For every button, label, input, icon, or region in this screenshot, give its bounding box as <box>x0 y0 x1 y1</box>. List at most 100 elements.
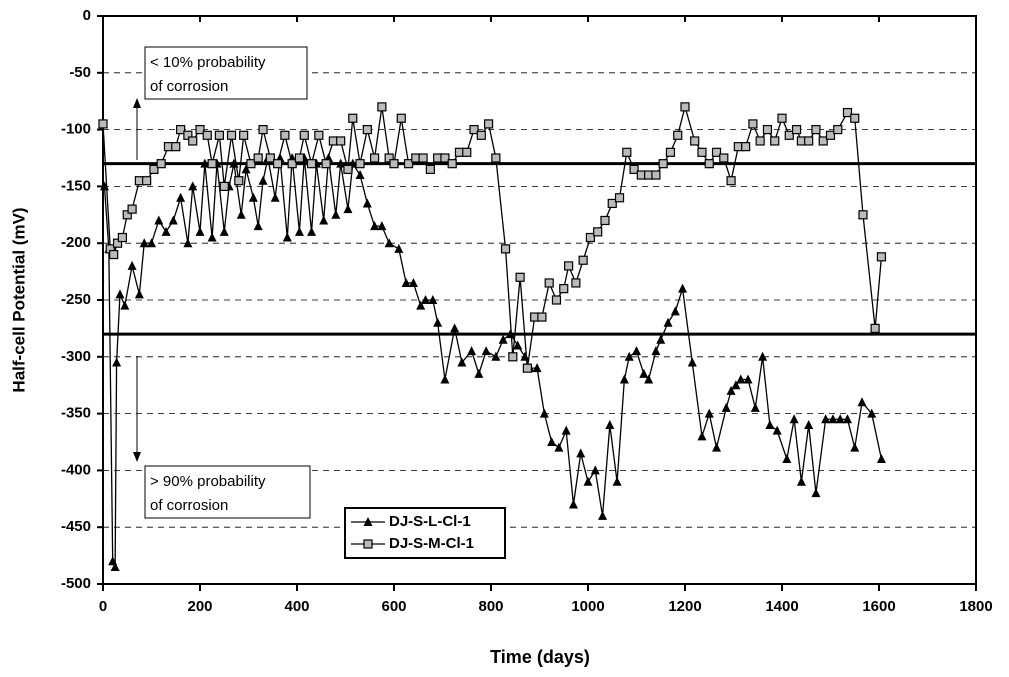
marker <box>226 130 237 140</box>
marker <box>576 448 586 458</box>
marker <box>568 499 578 509</box>
marker <box>109 249 119 260</box>
marker <box>396 113 406 123</box>
marker <box>770 136 780 146</box>
marker <box>384 153 394 163</box>
marker <box>384 238 394 248</box>
legend-box <box>344 507 506 559</box>
marker <box>440 153 450 163</box>
x-tick-label: 800 <box>478 598 503 615</box>
marker <box>362 198 372 208</box>
annotation: of corrosion <box>150 497 228 514</box>
marker <box>156 159 166 169</box>
marker <box>408 277 418 287</box>
marker <box>750 402 760 412</box>
marker <box>154 215 164 225</box>
marker <box>418 153 428 163</box>
marker <box>120 300 130 310</box>
marker <box>508 352 518 362</box>
marker <box>363 539 373 549</box>
y-tick-label: -300 <box>61 348 91 365</box>
x-tick-label: 400 <box>284 598 309 615</box>
x-tick-label: 0 <box>99 598 107 615</box>
marker <box>481 346 491 356</box>
marker <box>772 425 782 435</box>
marker <box>299 130 309 140</box>
marker <box>593 227 603 237</box>
marker <box>721 402 731 412</box>
y-tick-label: -350 <box>61 405 91 422</box>
marker <box>687 357 697 367</box>
marker <box>680 102 690 112</box>
marker <box>711 147 722 157</box>
marker <box>491 351 501 361</box>
marker <box>624 351 634 361</box>
marker <box>690 136 700 146</box>
marker <box>234 176 244 186</box>
annotation: > 90% probability <box>150 473 266 490</box>
marker <box>306 159 317 169</box>
marker <box>612 476 622 486</box>
marker <box>176 192 186 202</box>
marker <box>142 176 152 186</box>
marker <box>134 289 144 299</box>
annotation: < 10% probability <box>150 54 266 71</box>
marker <box>336 136 346 146</box>
marker <box>171 142 181 152</box>
marker <box>377 102 387 112</box>
marker <box>416 300 426 310</box>
marker <box>532 363 542 373</box>
marker <box>287 159 297 169</box>
marker <box>491 153 501 163</box>
marker <box>168 215 178 225</box>
marker <box>505 329 515 339</box>
marker <box>639 368 649 378</box>
marker <box>195 124 205 135</box>
marker <box>867 408 877 418</box>
marker <box>428 295 438 304</box>
marker <box>112 238 123 248</box>
marker <box>614 193 625 203</box>
marker <box>214 130 224 140</box>
marker <box>363 517 373 526</box>
marker <box>474 368 484 378</box>
x-tick-label: 1400 <box>765 598 798 615</box>
marker <box>469 124 479 135</box>
marker <box>219 226 229 236</box>
marker <box>377 221 387 231</box>
marker <box>331 209 341 219</box>
marker <box>704 159 714 169</box>
marker <box>818 136 828 146</box>
marker <box>678 283 688 293</box>
marker <box>483 119 494 129</box>
marker <box>697 431 707 441</box>
marker <box>583 476 593 486</box>
marker <box>253 221 263 231</box>
y-tick-label: -200 <box>61 234 91 251</box>
marker <box>622 147 632 157</box>
marker <box>632 346 641 356</box>
annotation-box <box>144 46 308 100</box>
marker <box>355 170 365 180</box>
marker <box>314 130 324 140</box>
marker <box>651 170 661 180</box>
marker <box>833 124 843 135</box>
y-tick-label: -500 <box>61 575 91 592</box>
marker <box>112 357 122 367</box>
marker <box>476 130 486 140</box>
marker <box>498 334 508 344</box>
marker <box>743 374 753 384</box>
marker <box>673 130 683 140</box>
marker <box>554 442 564 452</box>
marker <box>110 561 120 571</box>
marker <box>389 159 399 169</box>
marker <box>598 510 608 520</box>
marker <box>239 130 249 140</box>
marker <box>656 334 666 344</box>
marker <box>207 232 217 242</box>
marker <box>782 454 792 464</box>
marker <box>796 476 806 486</box>
marker <box>319 215 329 225</box>
marker <box>200 158 210 168</box>
marker <box>219 181 229 191</box>
